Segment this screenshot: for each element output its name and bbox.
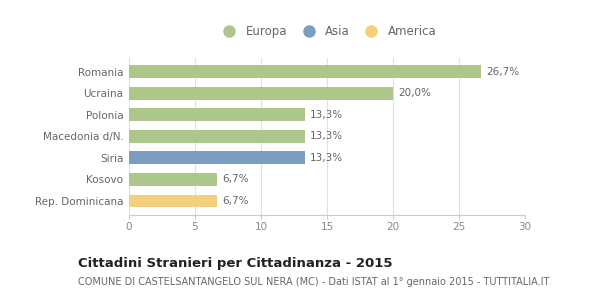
Text: Cittadini Stranieri per Cittadinanza - 2015: Cittadini Stranieri per Cittadinanza - 2… [78, 257, 392, 270]
Text: 20,0%: 20,0% [398, 88, 431, 98]
Text: 6,7%: 6,7% [223, 175, 249, 184]
Bar [129, 108, 305, 121]
Text: 13,3%: 13,3% [310, 110, 343, 120]
Bar [129, 173, 217, 186]
Text: 26,7%: 26,7% [487, 67, 520, 77]
Bar [129, 87, 393, 100]
Bar [129, 151, 305, 164]
Text: COMUNE DI CASTELSANTANGELO SUL NERA (MC) - Dati ISTAT al 1° gennaio 2015 - TUTTI: COMUNE DI CASTELSANTANGELO SUL NERA (MC)… [78, 277, 550, 287]
Legend: Europa, Asia, America: Europa, Asia, America [213, 20, 441, 43]
Text: 13,3%: 13,3% [310, 131, 343, 141]
Bar [129, 130, 305, 143]
Bar [129, 195, 217, 207]
Text: 6,7%: 6,7% [223, 196, 249, 206]
Text: 13,3%: 13,3% [310, 153, 343, 163]
Bar [129, 65, 481, 78]
